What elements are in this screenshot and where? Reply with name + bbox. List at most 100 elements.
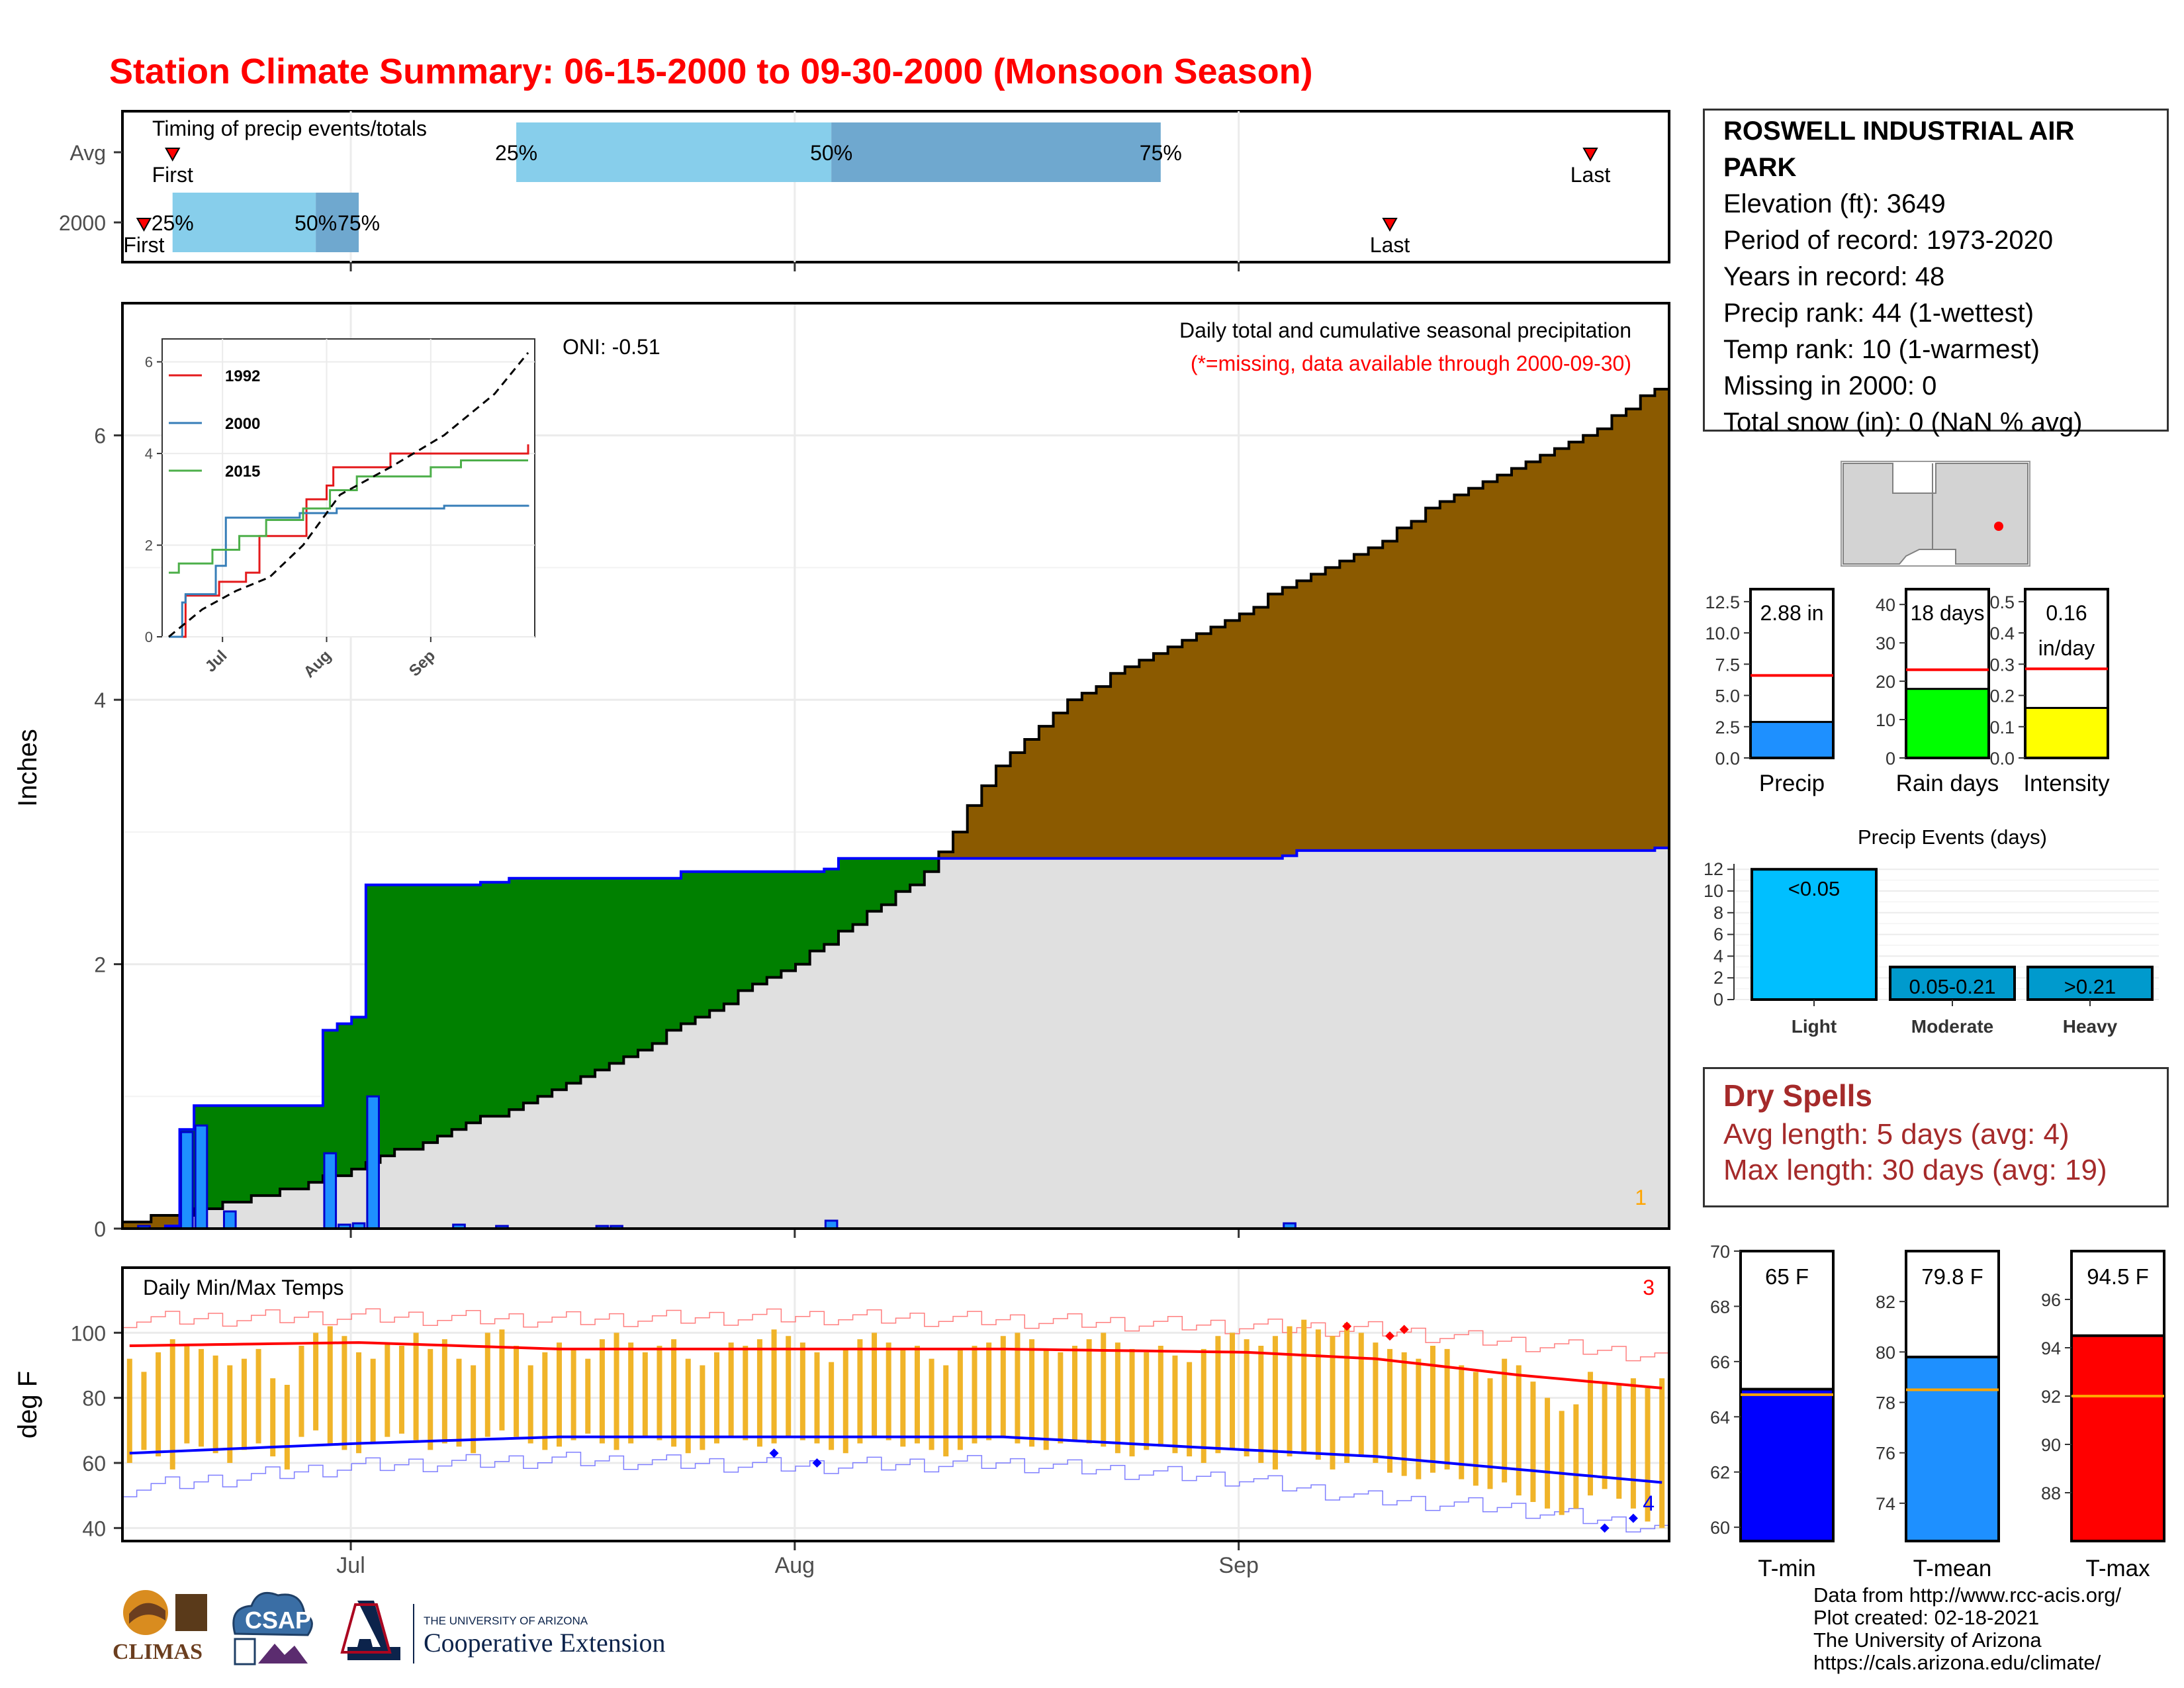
daily-precip-bar [366, 1095, 380, 1230]
temp-title: Daily Min/Max Temps [143, 1276, 343, 1299]
temp-frame-bg [122, 1268, 1669, 1541]
daily-precip-bar [180, 1131, 194, 1230]
season-value-bar [2026, 708, 2107, 757]
temp-panel-y-tick-label: 62 [1710, 1463, 1730, 1483]
temp-frame [121, 1266, 1670, 1542]
timing-row-label: 2000 [59, 211, 106, 235]
dry-spells-max: Max length: 30 days (avg: 19) [1723, 1154, 2107, 1186]
footer-line-url: https://cals.arizona.edu/climate/ [1813, 1651, 2101, 1674]
timing-row-label: Avg [69, 141, 106, 165]
temp-panel-name: T-max [2085, 1556, 2150, 1581]
temp-panel-y-tick-label: 94 [2041, 1338, 2061, 1358]
precip-frame [121, 302, 1670, 1230]
temp-y-tick-label: 60 [82, 1452, 106, 1476]
events-y-tick-label: 2 [1713, 968, 1723, 988]
season-y-tick-label: 2.5 [1715, 718, 1740, 737]
inset-y-tick-label: 6 [145, 354, 153, 371]
record-low-marker [769, 1448, 779, 1458]
inset-y-tick-label: 2 [145, 538, 153, 554]
surplus-area [122, 389, 1669, 1223]
temp-panel-bar [2073, 1335, 2163, 1540]
station-years: Years in record: 48 [1723, 262, 1945, 291]
season-y-tick-label: 5.0 [1715, 686, 1740, 706]
footer-line-univ: The University of Arizona [1813, 1628, 2042, 1652]
timing-label-first: First [123, 233, 164, 257]
temp-y-tick-label: 80 [82, 1387, 106, 1411]
season-y-tick-label: 30 [1876, 633, 1895, 653]
record-high-marker [1342, 1321, 1352, 1331]
events-category-label: Heavy [2063, 1016, 2118, 1037]
temp-panel-bar-outline [1739, 1387, 1835, 1543]
precip-y-tick-label: 6 [94, 424, 106, 448]
season-y-tick-label: 0 [1886, 749, 1895, 769]
observed-cumulative-line [122, 846, 1669, 1230]
events-bar-label: >0.21 [2064, 975, 2116, 998]
temp-panel-y-tick-label: 64 [1710, 1407, 1730, 1427]
season-y-tick-label: 20 [1876, 672, 1895, 692]
daily-precip-bar [194, 1124, 208, 1230]
timing-bar-q2 [172, 193, 316, 252]
footer-line-created: Plot created: 02-18-2021 [1813, 1606, 2040, 1629]
timing-label-p50: 50% [295, 211, 337, 235]
season-y-tick-label: 0.2 [1989, 686, 2015, 706]
timing-first-marker [136, 218, 152, 232]
record-low-marker [812, 1458, 822, 1468]
season-y-tick-label: 40 [1876, 595, 1895, 615]
timing-label-p25: 25% [152, 211, 194, 235]
temp-panel-bar [1742, 1389, 1832, 1540]
season-y-tick-label: 0.1 [1989, 718, 2015, 737]
temp-panel-y-tick-label: 82 [1876, 1292, 1895, 1312]
precip-corner-count: 1 [1635, 1186, 1647, 1209]
deficit-area [122, 389, 1669, 1229]
season-panel-name: Intensity [2023, 771, 2110, 796]
precip-y-tick-label: 0 [94, 1217, 106, 1241]
station-precip-rank: Precip rank: 44 (1-wettest) [1723, 299, 2034, 328]
inset-legend-label: 2015 [225, 463, 260, 481]
events-bar [1889, 965, 2016, 1002]
inset-series-line [169, 504, 529, 638]
precip-y-tick-label: 4 [94, 688, 106, 712]
temp-layer: 40 60 80 100 Jul Aug Sep [71, 1268, 1669, 1578]
temp-panel-name: T-min [1758, 1556, 1816, 1581]
precip-ylabel: Inches [13, 729, 42, 807]
temp-panel-y-tick-label: 60 [1710, 1518, 1730, 1538]
season-y-tick-label: 0.5 [1989, 592, 2015, 612]
season-y-tick-label: 0.0 [1989, 749, 2015, 769]
events-y-tick-label: 0 [1713, 990, 1723, 1009]
temp-panel-value-label: 94.5 F [2087, 1264, 2149, 1289]
temp-panel-y-tick-label: 90 [2041, 1435, 2061, 1455]
events-y-tick-label: 4 [1713, 946, 1723, 966]
events-category-label: Moderate [1911, 1016, 1993, 1037]
season-value-label: 2.88 in [1760, 601, 1823, 625]
events-y-tick-label: 6 [1713, 925, 1723, 945]
inset-y-tick-label: 4 [145, 445, 153, 462]
temp-panel-y-tick-label: 76 [1876, 1444, 1895, 1464]
events-bar [2026, 965, 2154, 1002]
events-bar-label: 0.05-0.21 [1909, 975, 1996, 998]
record-high-marker [1385, 1331, 1395, 1341]
csap-logo: CSAP [232, 1592, 313, 1665]
logo-strip: CLIMAS CSAP THE UNIVERSITY OF ARIZONA Co… [113, 1590, 665, 1665]
temp-panel-y-tick-label: 70 [1710, 1242, 1730, 1262]
temp-x-tick-label: Aug [775, 1553, 815, 1578]
season-y-tick-label: 12.5 [1705, 592, 1740, 612]
record-low-count: 4 [1643, 1491, 1655, 1515]
dry-spells-box: Dry Spells Avg length: 5 days (avg: 4) M… [1703, 1067, 2169, 1207]
precip-title: Daily total and cumulative seasonal prec… [1179, 318, 1631, 342]
temp-panel: 40 60 80 100 Jul Aug Sep Daily Min/Max Temps 3… [13, 1266, 1670, 1578]
ua-line1: THE UNIVERSITY OF ARIZONA [424, 1615, 588, 1627]
timing-label-p75: 75% [1140, 141, 1182, 165]
season-value-label: 18 days [1910, 601, 1984, 625]
record-high-line [122, 1308, 1669, 1362]
page-title: Station Climate Summary: 06-15-2000 to 0… [109, 52, 1313, 91]
timing-last-marker [1382, 218, 1398, 232]
season-y-tick-label: 0.3 [1989, 655, 2015, 675]
avg-min-line [129, 1435, 1662, 1484]
record-high-count: 3 [1643, 1276, 1655, 1299]
daily-precip-bar [323, 1152, 338, 1230]
footer-credits: Data from http://www.rcc-acis.org/ Plot … [1813, 1584, 2121, 1674]
temp-ylabel: deg F [13, 1371, 42, 1438]
oni-value: ONI: -0.51 [563, 335, 660, 359]
temp-y-tick-label: 40 [82, 1517, 106, 1540]
